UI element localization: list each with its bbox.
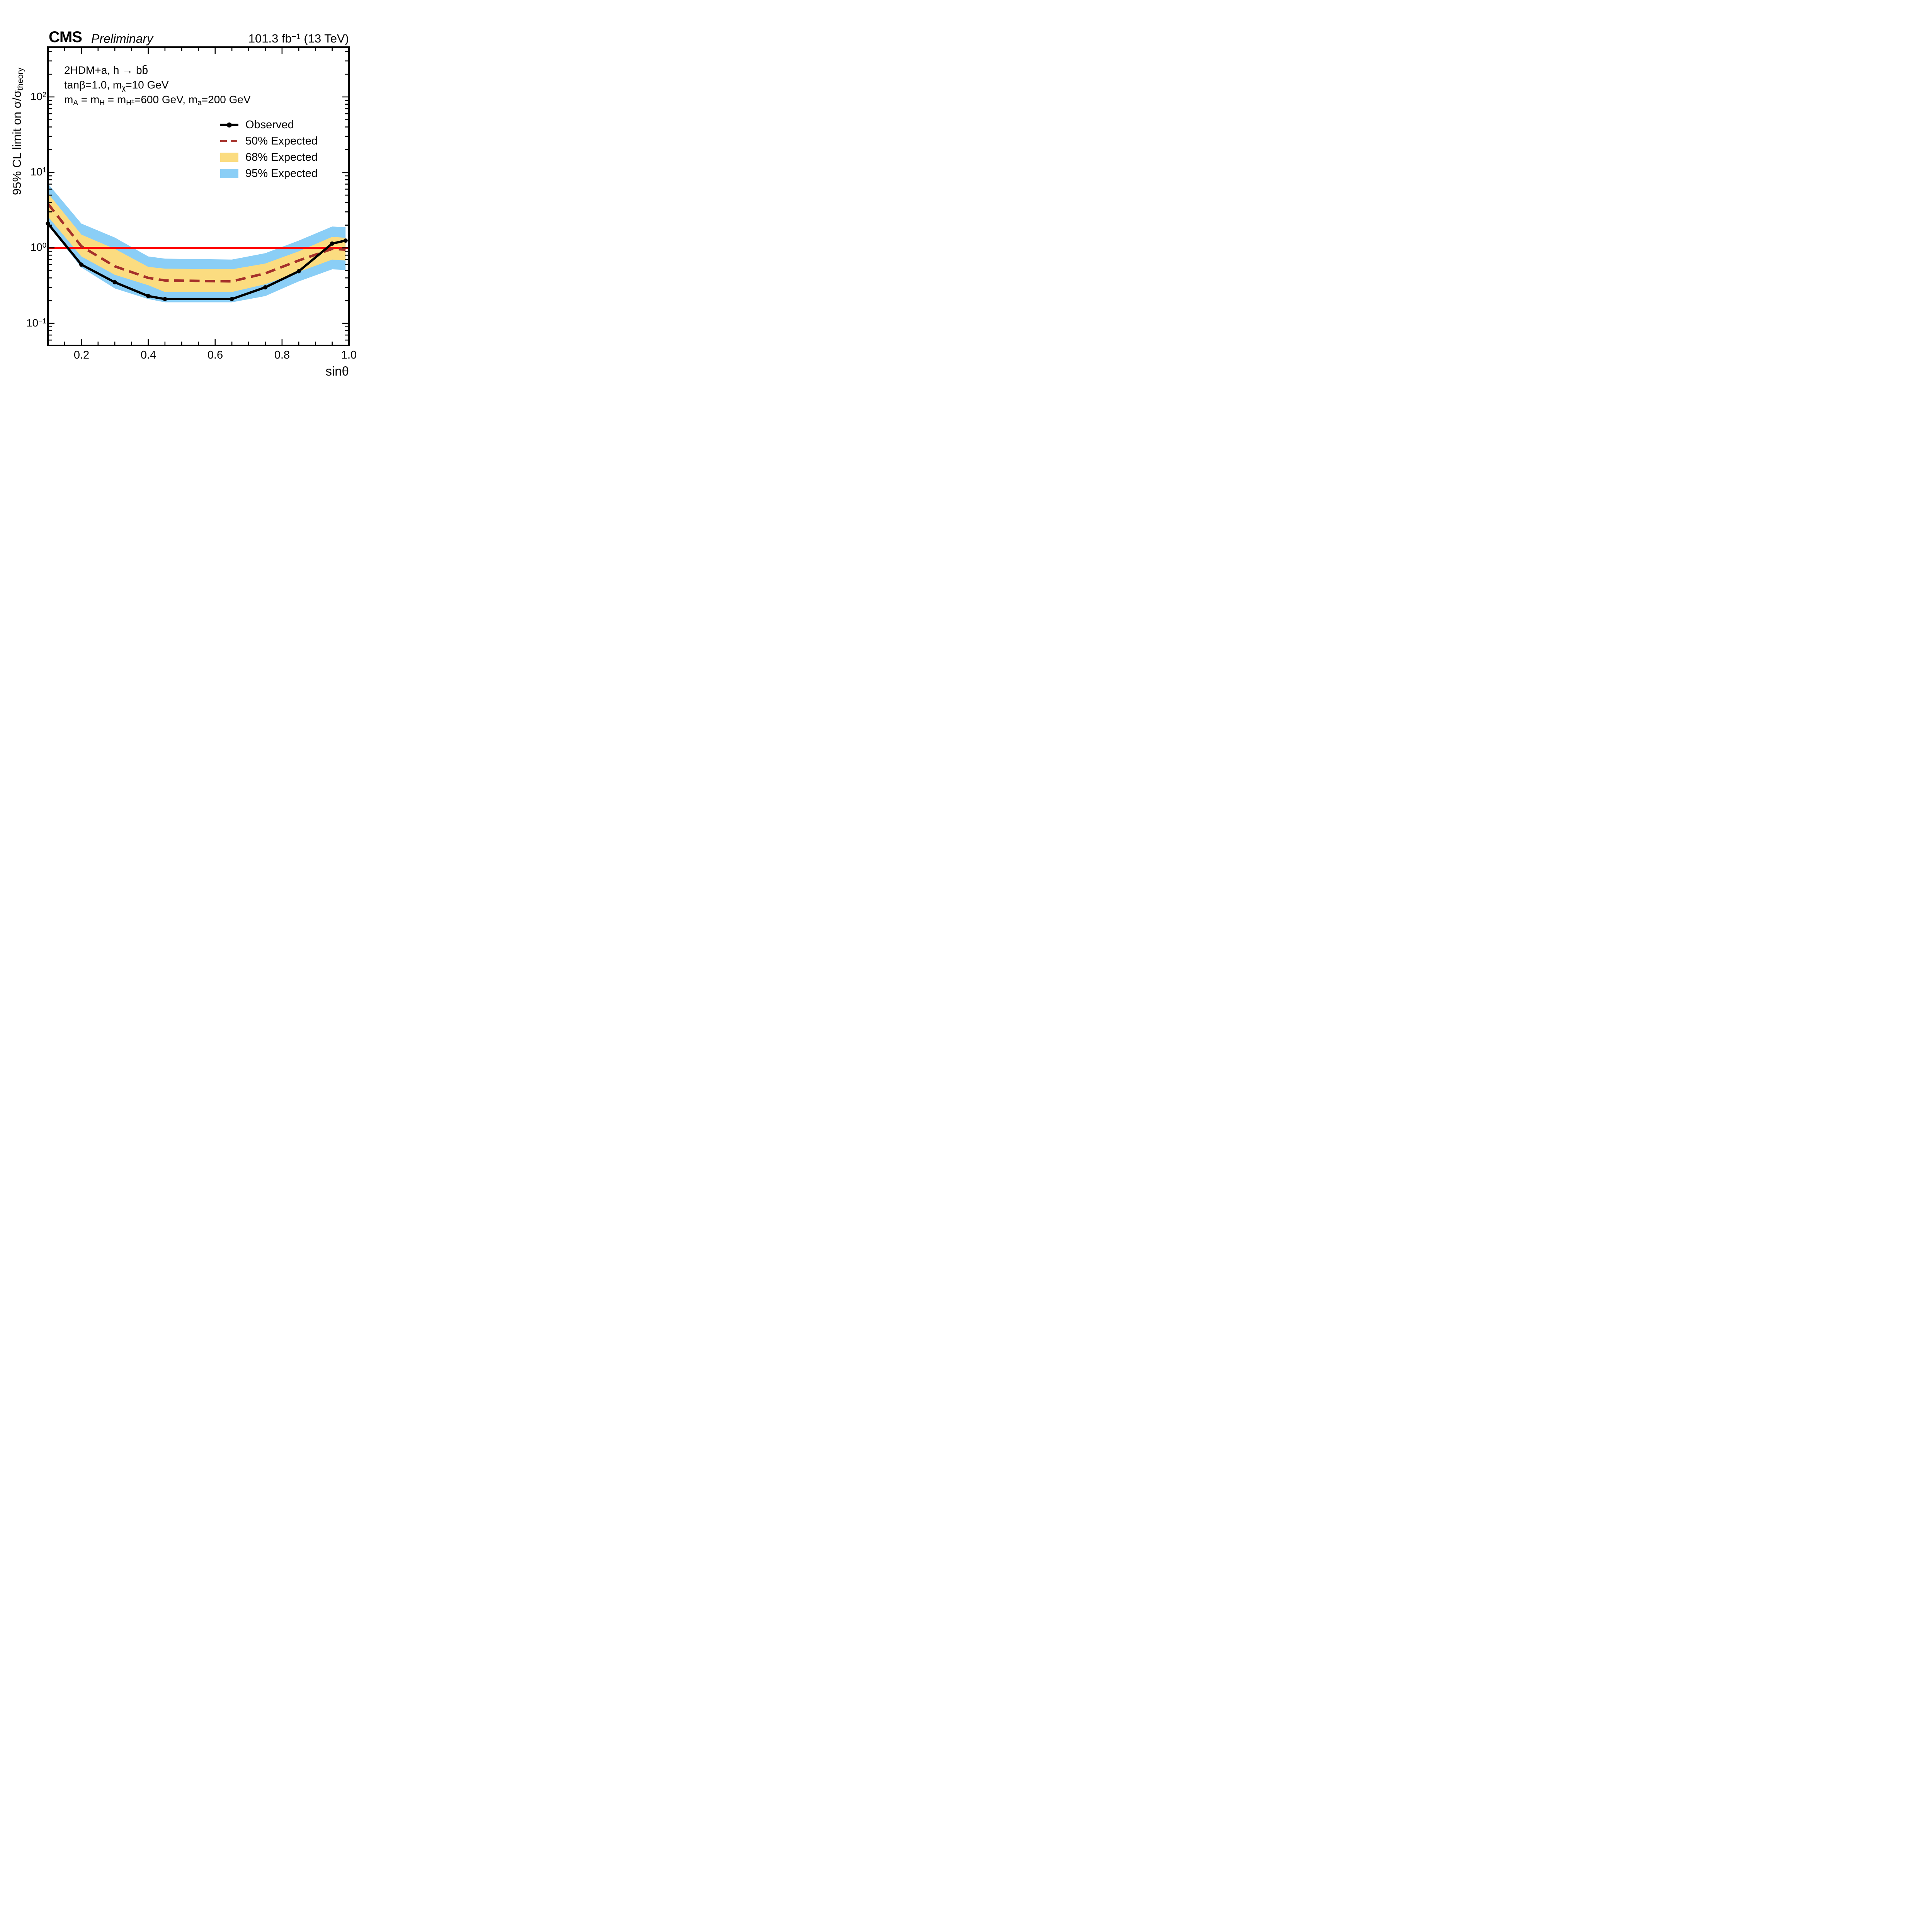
x-tick-label-0p8: 0.8 — [274, 349, 290, 361]
text-fragment: (13 TeV) — [300, 32, 349, 45]
band95-swatch — [220, 169, 238, 178]
subsup-fragment: ± — [131, 98, 134, 105]
text-fragment: =600 GeV, m — [134, 94, 198, 105]
observed-line-swatch — [220, 122, 238, 128]
x-tick-label-0p2: 0.2 — [73, 349, 90, 361]
text-fragment: 95% CL limit on σ/σ — [10, 90, 24, 196]
observed-marker — [296, 269, 301, 274]
text-fragment: = m — [78, 94, 100, 105]
sub-fragment: H — [99, 99, 105, 107]
sub-fragment: a — [197, 99, 202, 107]
legend: Observed 50% Expected 68% Expected 95% E… — [220, 117, 318, 182]
sub-fragment: theory — [16, 67, 25, 90]
legend-item-observed: Observed — [220, 117, 318, 133]
legend-item-95-expected: 95% Expected — [220, 165, 318, 182]
observed-marker-dot — [227, 122, 232, 128]
legend-label: 50% Expected — [245, 134, 318, 147]
y-tick-label-10: 101 — [30, 166, 46, 178]
text-fragment: =10 GeV — [126, 79, 169, 91]
legend-label: 68% Expected — [245, 151, 318, 163]
x-tick-label-0p6: 0.6 — [207, 349, 223, 361]
y-tick-label-100: 102 — [30, 90, 46, 102]
observed-marker — [112, 280, 117, 284]
annotation-masses: mA = mH = mH±=600 GeV, ma=200 GeV — [64, 94, 251, 107]
legend-label: 95% Expected — [245, 167, 318, 180]
observed-marker — [163, 297, 167, 301]
limit-plot-canvas — [46, 46, 350, 346]
annotation-tanbeta-mchi: tanβ=1.0, mχ=10 GeV — [64, 79, 169, 93]
y-tick-label-1: 100 — [30, 241, 46, 253]
observed-marker — [263, 285, 268, 290]
observed-marker — [146, 294, 151, 298]
text-fragment: =200 GeV — [201, 94, 251, 105]
sub-fragment: χ — [122, 84, 126, 92]
text-fragment: tanβ=1.0, m — [64, 79, 122, 91]
legend-item-50-expected: 50% Expected — [220, 133, 318, 149]
plot-frame — [47, 46, 350, 346]
x-tick-label-1p0: 1.0 — [341, 349, 357, 361]
observed-line — [47, 223, 346, 300]
experiment-logo: CMS — [49, 29, 82, 46]
y-tick-label-0p1: 10−1 — [26, 317, 46, 329]
observed-marker — [343, 238, 348, 243]
sub-fragment: A — [73, 99, 78, 107]
legend-item-68-expected: 68% Expected — [220, 149, 318, 165]
sub-fragment: H — [126, 99, 131, 107]
cms-limit-plot-page: CMS Preliminary 101.3 fb−1 (13 TeV) 95% … — [0, 0, 386, 386]
band-68-expected — [48, 193, 346, 292]
observed-marker — [330, 241, 335, 246]
sup-fragment: −1 — [291, 32, 301, 41]
text-fragment: = m — [105, 94, 126, 105]
expected-50-line — [47, 203, 346, 283]
preliminary-label: Preliminary — [91, 32, 153, 46]
text-fragment: 2HDM+a, h → bb̄ — [64, 64, 148, 76]
x-axis-title: sinθ — [325, 364, 349, 378]
x-tick-label-0p4: 0.4 — [140, 349, 156, 361]
band68-swatch — [220, 153, 238, 162]
observed-marker — [230, 297, 234, 301]
text-fragment: m — [64, 94, 73, 105]
y-axis-title: 95% CL limit on σ/σtheory — [10, 43, 25, 219]
luminosity-label: 101.3 fb−1 (13 TeV) — [248, 32, 349, 46]
observed-marker — [79, 262, 84, 267]
text-fragment: 101.3 fb — [248, 32, 292, 45]
expected-dashed-swatch — [220, 140, 238, 142]
annotation-model: 2HDM+a, h → bb̄ — [64, 64, 148, 77]
legend-label: Observed — [245, 118, 294, 131]
